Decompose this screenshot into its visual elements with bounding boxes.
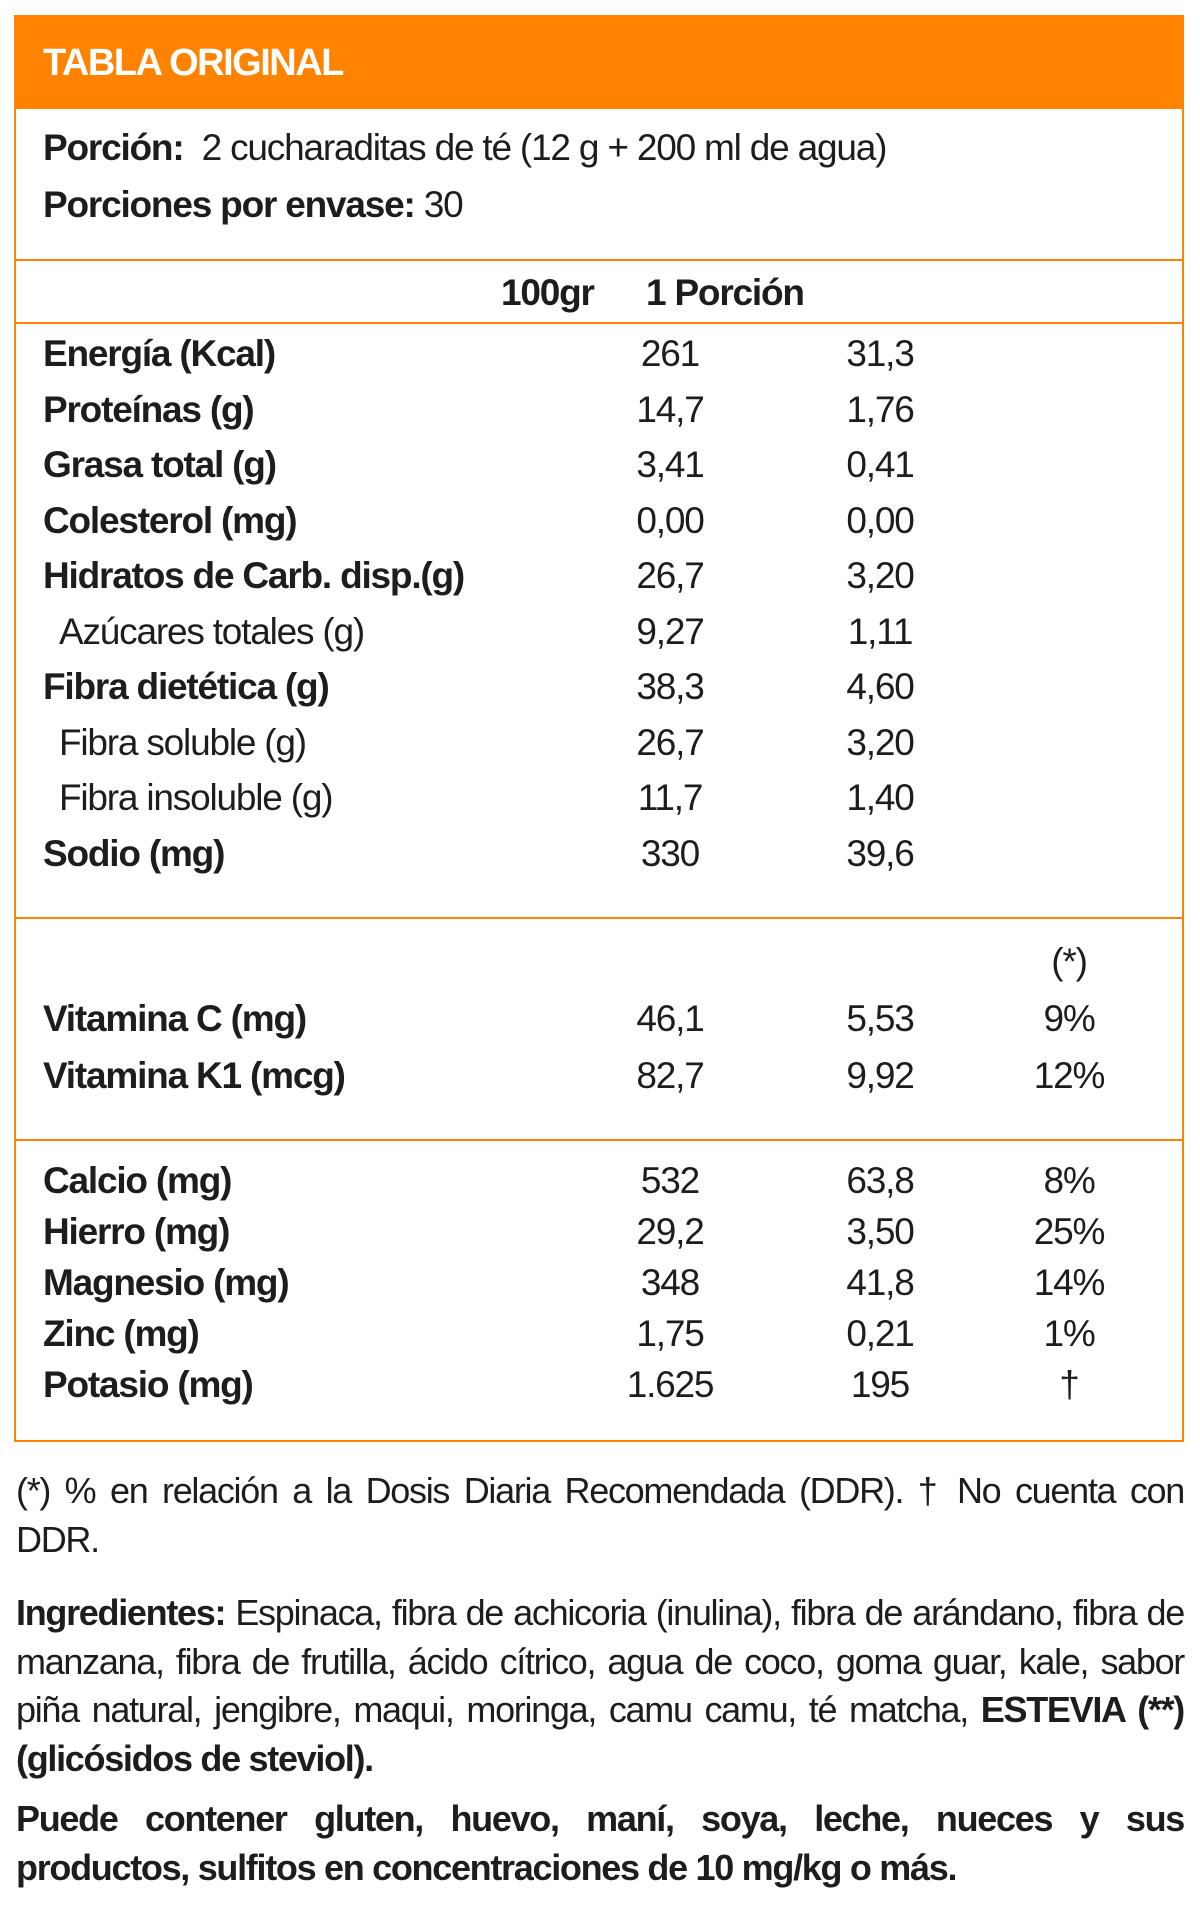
value-per-100g: 14,7 [636, 388, 704, 430]
nutrient-name: Hidratos de Carb. disp.(g) [43, 555, 465, 596]
value-per-serving: 0,41 [846, 444, 914, 485]
nutrient-row: Hidratos de Carb. disp.(g) 26,7 3,20 [16, 548, 1182, 604]
value-per-100g: 38,3 [636, 666, 704, 707]
value-per-serving: 63,8 [846, 1160, 914, 1201]
value-per-serving: 1,11 [847, 610, 914, 652]
nutrient-name: Fibra dietética (g) [43, 666, 330, 707]
ddr-footnote: (*) % en relación a la Dosis Diaria Reco… [16, 1470, 1185, 1560]
col-ddr: (*) [1051, 941, 1088, 982]
nutrient-name: Zinc (mg) [43, 1313, 200, 1354]
value-per-100g: 1.625 [626, 1364, 715, 1405]
value-per-serving: 31,3 [846, 333, 914, 374]
column-headers: 100gr 1 Porción [16, 261, 1182, 324]
nutrient-name: Fibra insoluble (g) [59, 777, 334, 818]
nutrient-row: Proteínas (g) 14,7 1,76 [16, 382, 1182, 438]
value-per-100g: 82,7 [636, 1055, 704, 1096]
nutrient-name: Fibra soluble (g) [59, 721, 307, 763]
servings-per-container: Porciones por envase: 30 [43, 184, 464, 225]
value-per-serving: 0,00 [846, 499, 914, 541]
value-per-100g: 0,00 [636, 499, 704, 541]
value-per-100g: 532 [640, 1160, 700, 1201]
nutrient-name: Azúcares totales (g) [59, 610, 365, 652]
value-per-serving: 5,53 [846, 998, 914, 1039]
col-1-porcion: 1 Porción [646, 272, 805, 313]
value-per-100g: 46,1 [636, 998, 704, 1039]
value-per-serving: 0,21 [846, 1313, 914, 1354]
nutrient-row: Fibra soluble (g) 26,7 3,20 [16, 715, 1182, 771]
nutrient-row: Azúcares totales (g) 9,27 1,11 [16, 604, 1182, 660]
nutrient-name: Colesterol (mg) [43, 499, 298, 541]
allergen-warning: Puede contener gluten, huevo, maní, soya… [16, 1798, 1185, 1888]
value-ddr-percent: 25% [1033, 1211, 1106, 1252]
value-per-100g: 1,75 [636, 1313, 704, 1354]
macros-section: Energía (Kcal) 261 31,3 Proteínas (g) 14,… [16, 324, 1182, 919]
value-ddr-percent: 12% [1033, 1055, 1106, 1096]
value-per-serving: 3,20 [846, 555, 914, 596]
value-per-100g: 261 [640, 333, 700, 374]
nutrient-name: Calcio (mg) [43, 1160, 232, 1201]
nutrient-name: Magnesio (mg) [43, 1262, 290, 1303]
nutrient-row: Calcio (mg) 532 63,8 8% [16, 1155, 1182, 1206]
nutrient-name: Grasa total (g) [43, 444, 277, 485]
nutrient-name: Sodio (mg) [43, 832, 225, 874]
value-per-100g: 26,7 [636, 721, 704, 763]
nutrient-name: Proteínas (g) [43, 388, 255, 430]
serving-size: Porción: 2 cucharaditas de té (12 g + 20… [43, 127, 887, 168]
value-per-serving: 195 [850, 1364, 910, 1405]
value-per-serving: 4,60 [846, 666, 914, 707]
nutrition-table: TABLA ORIGINAL Porción: 2 cucharaditas d… [14, 15, 1184, 1442]
minerals-section: Calcio (mg) 532 63,8 8% Hierro (mg) 29,2 3… [16, 1141, 1182, 1410]
nutrient-name: Vitamina K1 (mcg) [43, 1055, 346, 1096]
nutrient-row: Fibra dietética (g) 38,3 4,60 [16, 659, 1182, 715]
serving-info: Porción: 2 cucharaditas de té (12 g + 20… [16, 109, 1182, 261]
nutrient-name: Hierro (mg) [43, 1211, 230, 1252]
value-per-serving: 41,8 [846, 1262, 914, 1303]
value-ddr-percent: 8% [1043, 1160, 1095, 1201]
nutrient-name: Vitamina C (mg) [43, 998, 307, 1039]
nutrient-row: Magnesio (mg) 348 41,8 14% [16, 1257, 1182, 1308]
value-per-100g: 9,27 [636, 610, 704, 652]
value-per-serving: 1,76 [846, 388, 914, 430]
value-ddr-percent: 1% [1043, 1313, 1095, 1354]
value-per-serving: 39,6 [846, 832, 914, 874]
nutrient-row: Vitamina C (mg) 46,1 5,53 9% [16, 990, 1182, 1047]
nutrient-row: Hierro (mg) 29,2 3,50 25% [16, 1206, 1182, 1257]
vitamins-section: (*) Vitamina C (mg) 46,1 5,53 9% Vitamina … [16, 919, 1182, 1141]
value-ddr-percent: 14% [1033, 1262, 1106, 1303]
value-per-100g: 29,2 [636, 1211, 704, 1252]
nutrient-name: Potasio (mg) [43, 1364, 254, 1405]
nutrient-row: Zinc (mg) 1,75 0,21 1% [16, 1308, 1182, 1359]
value-per-serving: 1,40 [846, 777, 914, 818]
value-ddr-percent: 9% [1043, 998, 1095, 1039]
value-per-serving: 3,50 [846, 1211, 914, 1252]
nutrient-name: Energía (Kcal) [43, 333, 276, 374]
value-per-100g: 11,7 [637, 777, 704, 818]
col-100gr: 100gr [501, 272, 595, 313]
ddr-header-row: (*) [16, 933, 1182, 990]
value-ddr-percent: † [1059, 1364, 1080, 1405]
value-per-serving: 9,92 [846, 1055, 914, 1096]
nutrient-row: Grasa total (g) 3,41 0,41 [16, 437, 1182, 493]
table-title: TABLA ORIGINAL [16, 17, 1182, 109]
value-per-100g: 330 [640, 832, 700, 874]
value-per-100g: 26,7 [636, 555, 704, 596]
value-per-100g: 3,41 [636, 444, 704, 485]
nutrient-row: Colesterol (mg) 0,00 0,00 [16, 493, 1182, 549]
nutrient-row: Fibra insoluble (g) 11,7 1,40 [16, 770, 1182, 826]
value-per-serving: 3,20 [846, 721, 914, 763]
nutrient-row: Vitamina K1 (mcg) 82,7 9,92 12% [16, 1047, 1182, 1104]
nutrient-row: Sodio (mg) 330 39,6 [16, 826, 1182, 882]
ingredients: Ingredientes: Espinaca, fibra de achicor… [16, 1592, 1185, 1779]
nutrient-row: Potasio (mg) 1.625 195 † [16, 1359, 1182, 1410]
value-per-100g: 348 [640, 1262, 700, 1303]
nutrient-row: Energía (Kcal) 261 31,3 [16, 326, 1182, 382]
